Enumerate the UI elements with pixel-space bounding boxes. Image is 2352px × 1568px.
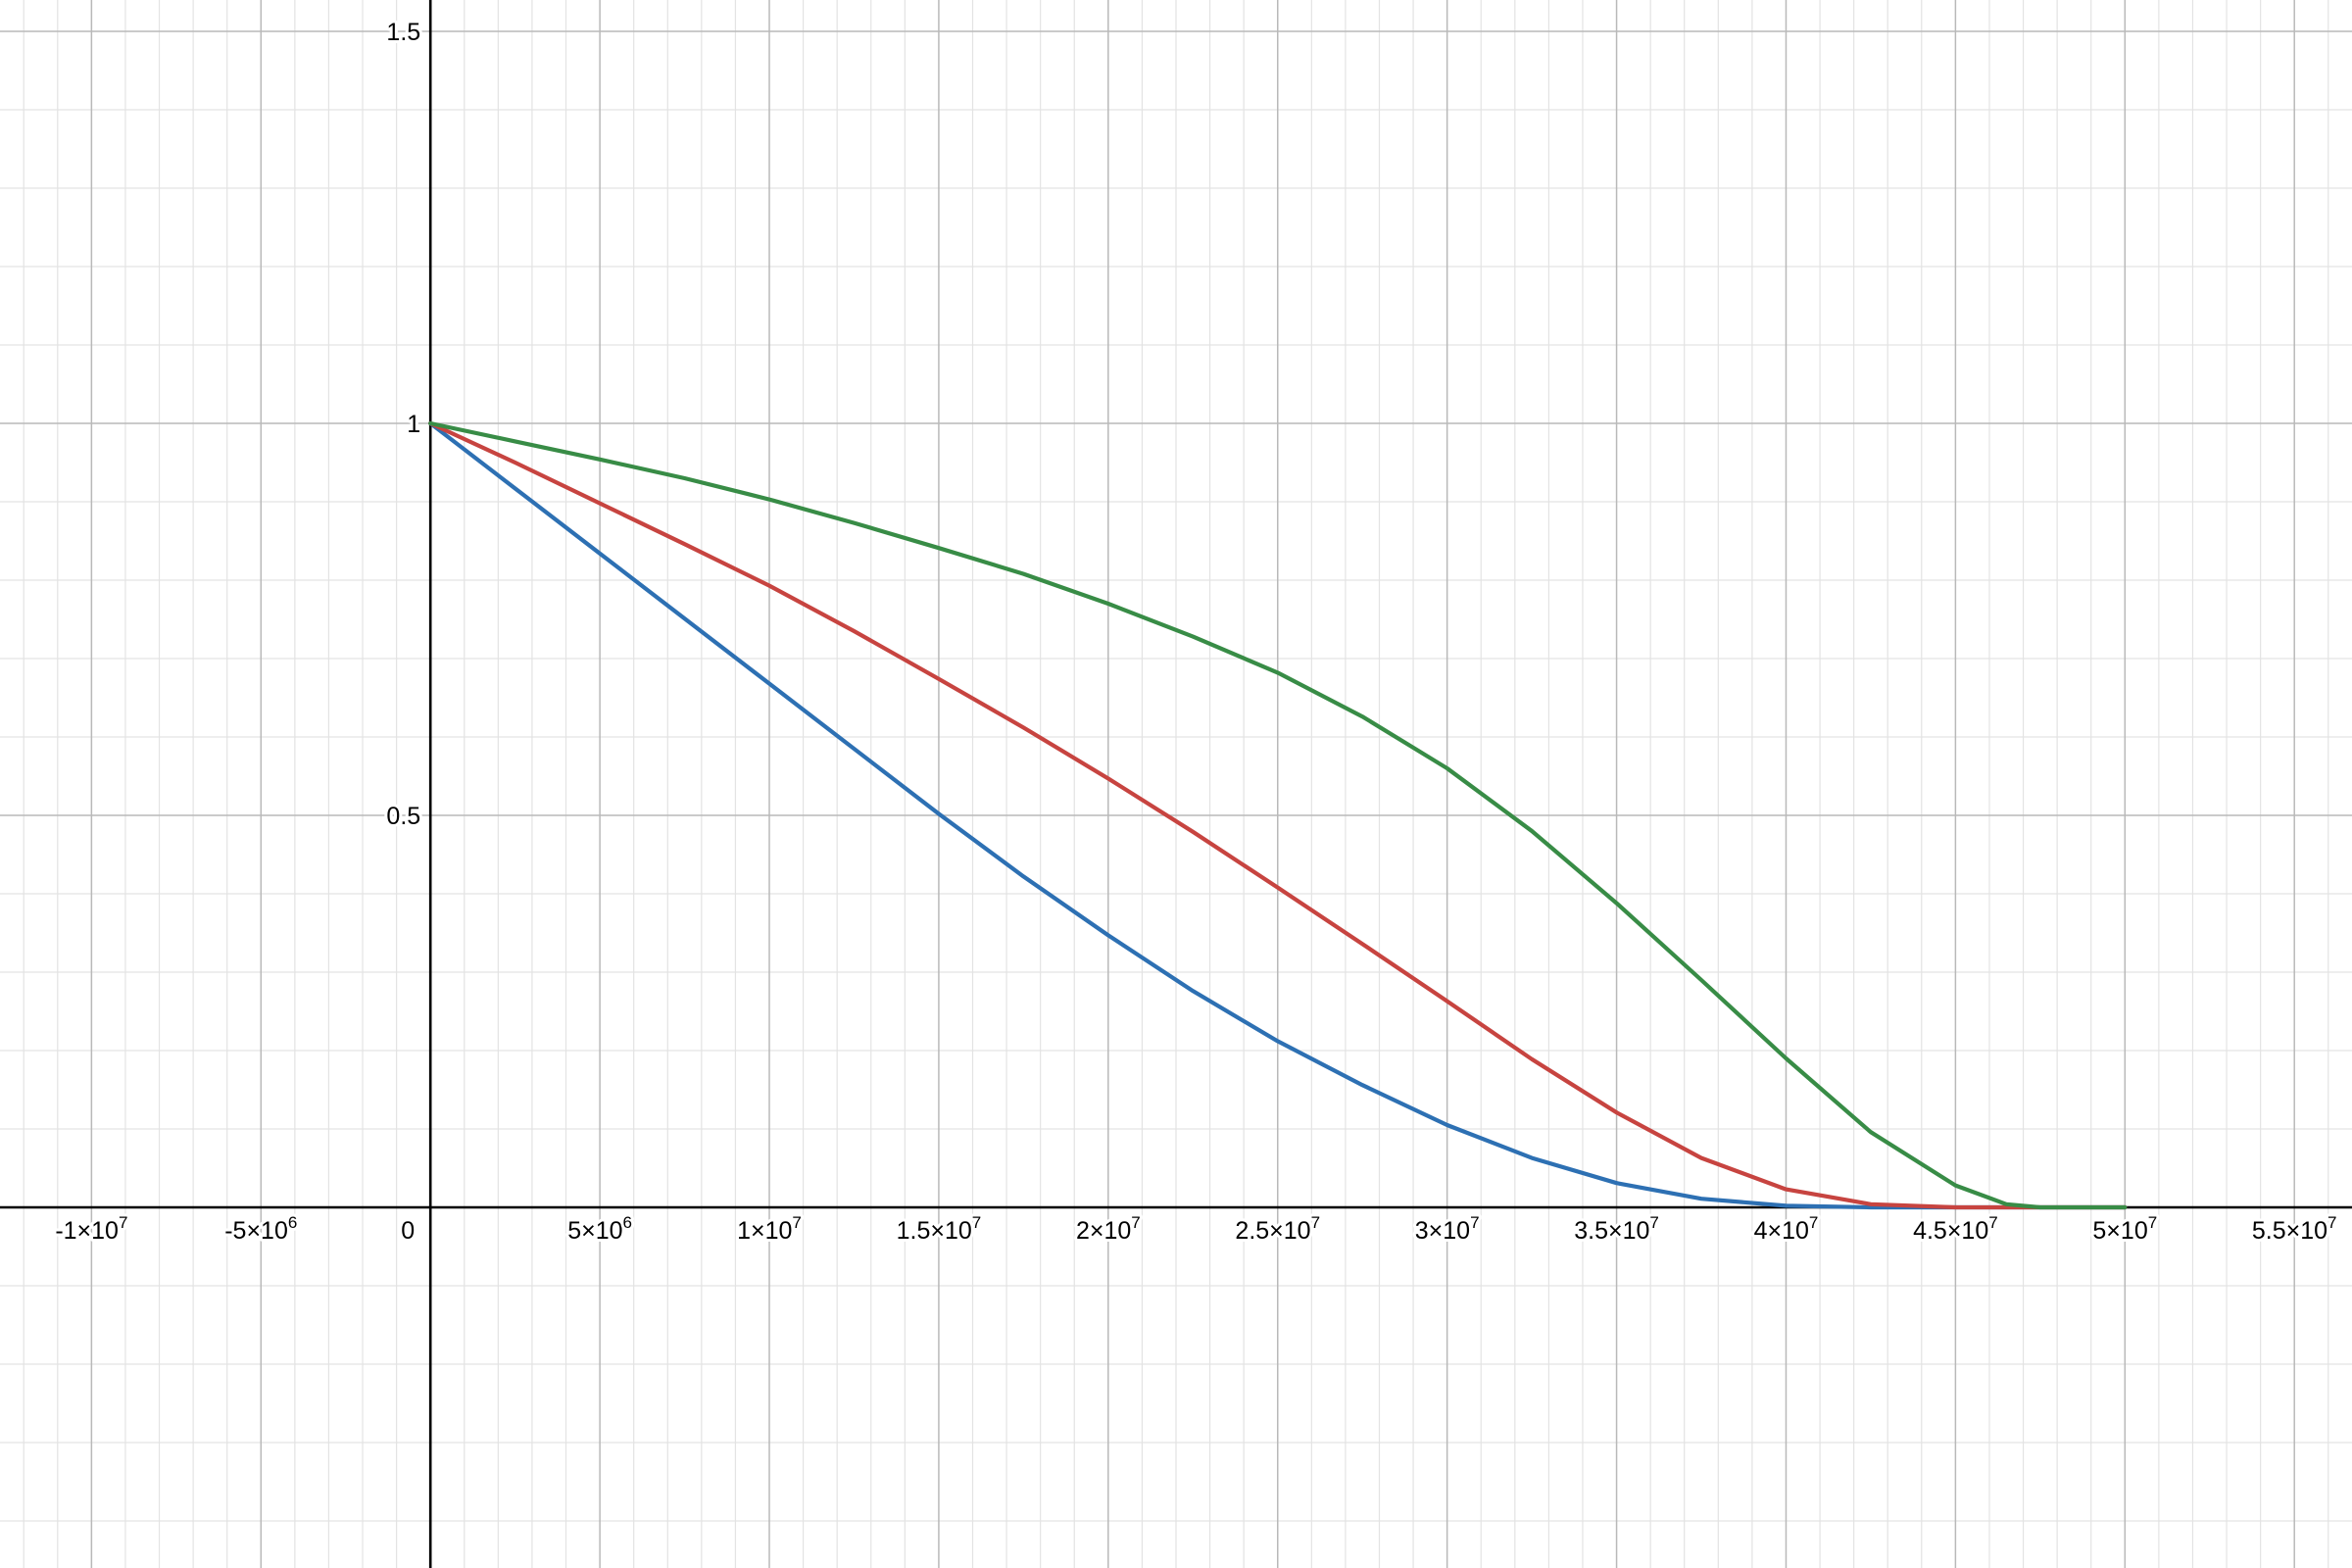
x-tick-label: 4.5×107 [1913,1213,1998,1245]
x-tick-label: 0 [401,1217,415,1245]
y-tick-label: 1.5 [386,19,420,46]
y-tick-label: 0.5 [386,803,420,830]
y-tick-label: 1 [407,411,420,438]
x-tick-label: 2×107 [1076,1213,1141,1245]
x-tick-label: 4×107 [1754,1213,1819,1245]
x-tick-label: 1×107 [737,1213,802,1245]
curve-3[interactable] [428,420,2128,1210]
x-tick-label: 2.5×107 [1235,1213,1320,1245]
x-tick-label: -5×106 [224,1213,297,1245]
x-tick-label: -1×107 [55,1213,127,1245]
x-tick-label: 5×106 [567,1213,632,1245]
x-tick-label: 1.5×107 [897,1213,982,1245]
x-tick-label: 3×107 [1415,1213,1480,1245]
curve-1[interactable] [428,420,2128,1210]
x-tick-label: 5.5×107 [2252,1213,2337,1245]
x-tick-label: 5×107 [2092,1213,2157,1245]
curve-2[interactable] [428,420,2128,1210]
x-tick-label: 3.5×107 [1574,1213,1659,1245]
tick-labels: -1×107 -5×106 0 5×106 1×107 1.5×107 2×107 2.5×1… [52,16,2339,1248]
curves [428,420,2128,1210]
